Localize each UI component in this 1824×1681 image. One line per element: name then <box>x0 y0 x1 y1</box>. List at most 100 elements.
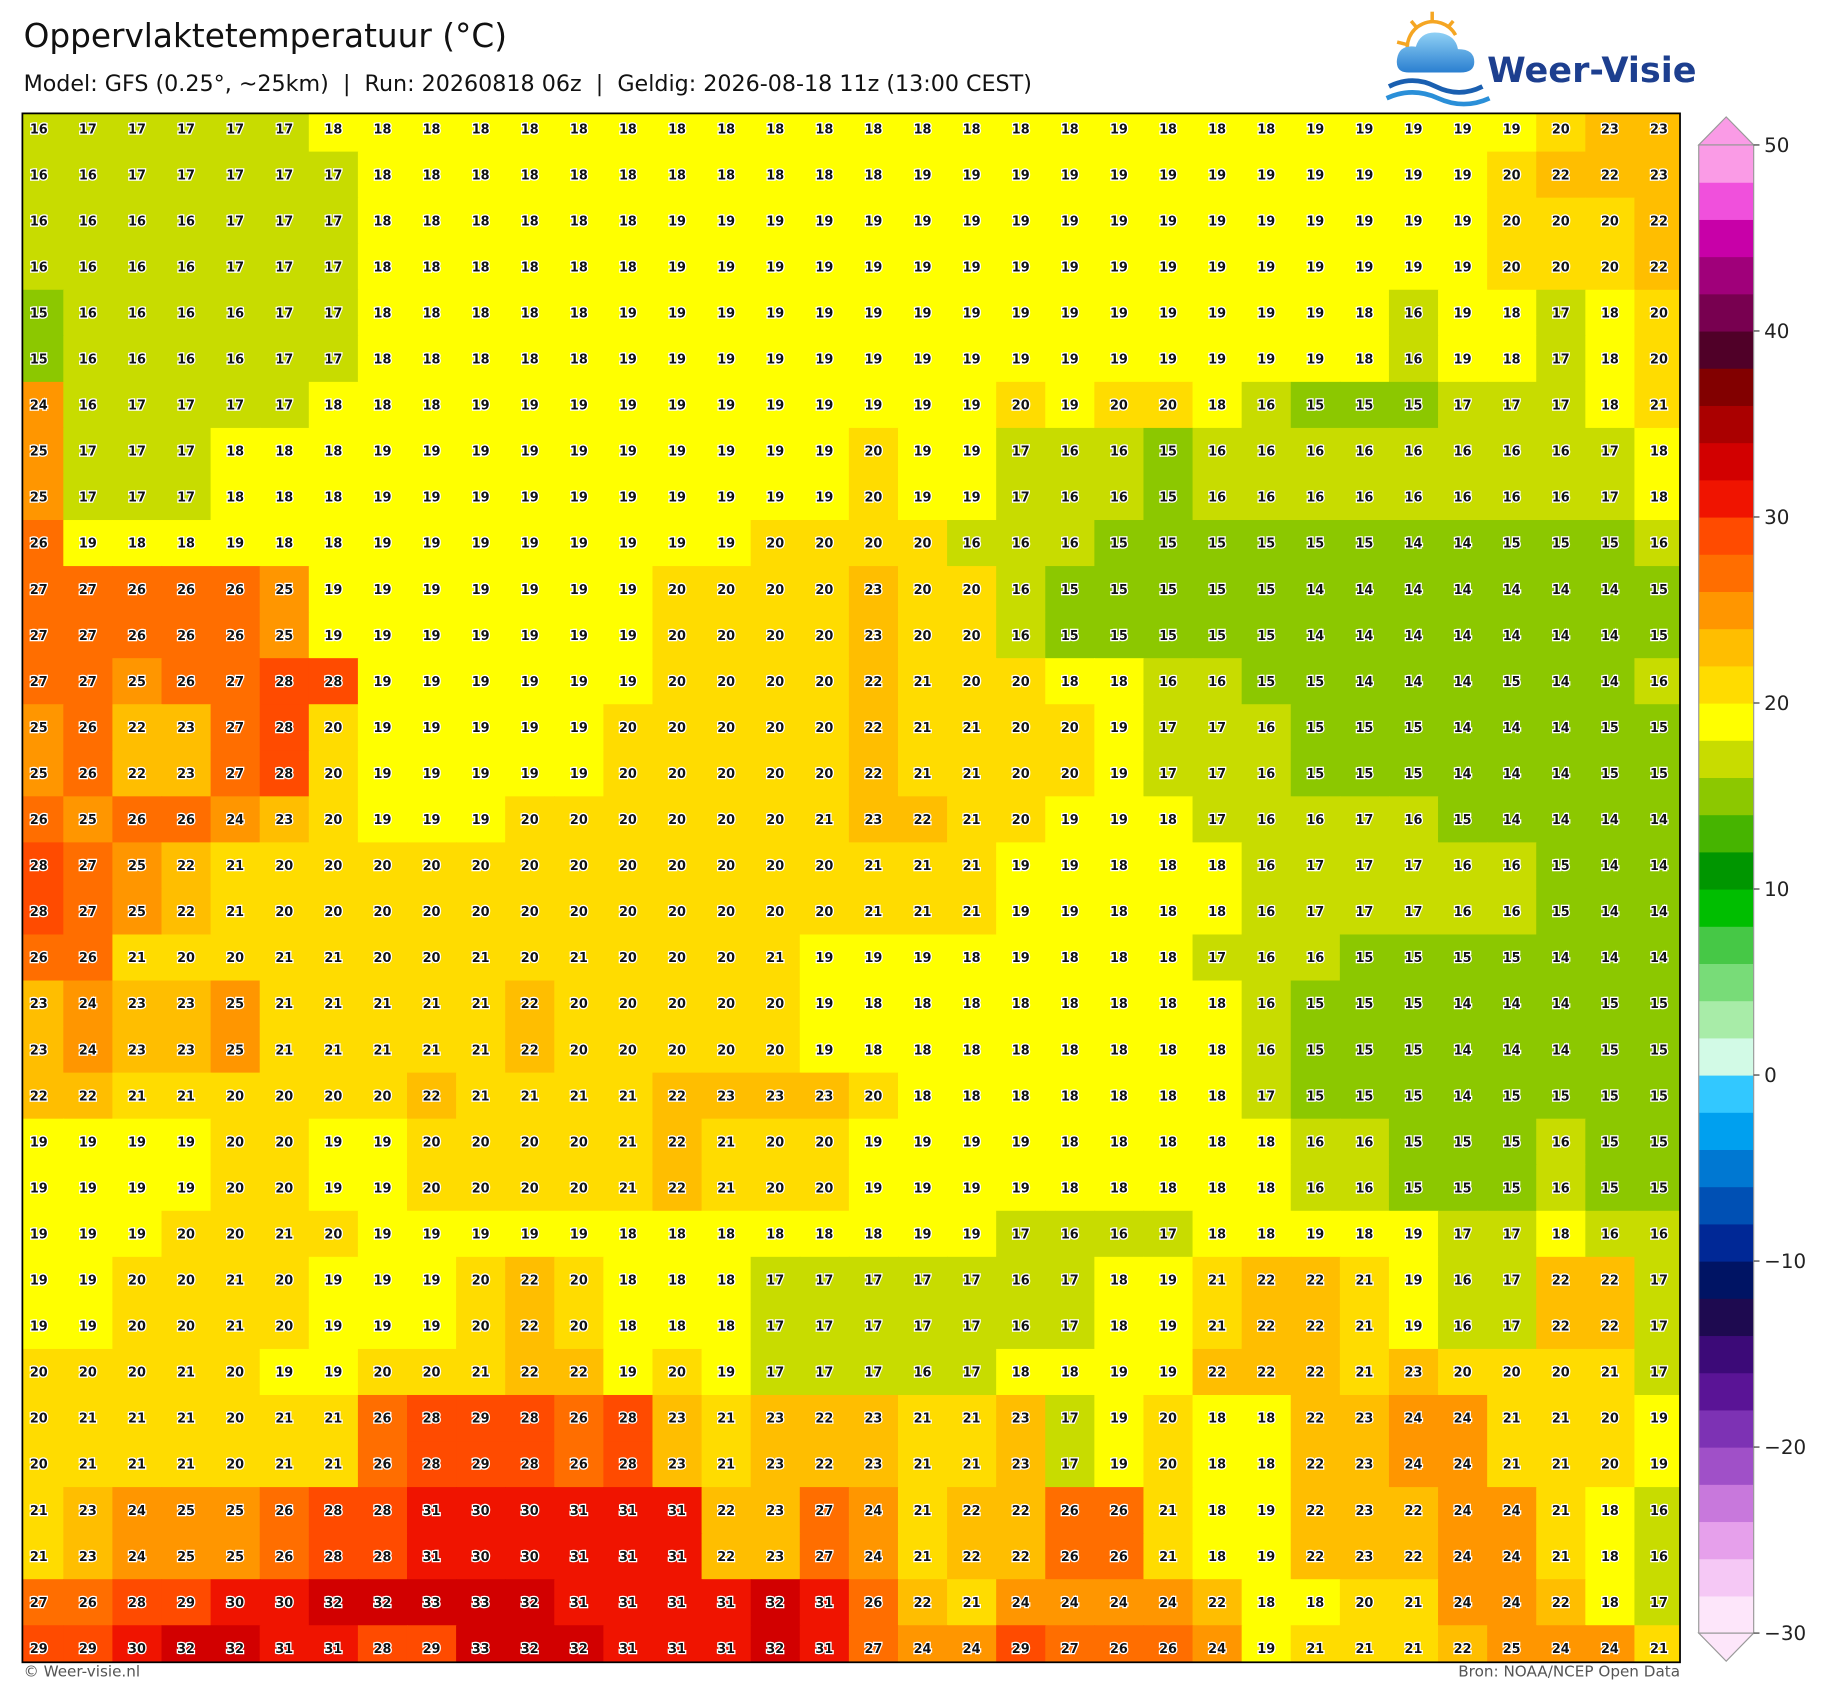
temperature-label: 15 <box>1355 997 1373 1012</box>
temperature-label: 18 <box>668 1320 686 1335</box>
temperature-cell <box>1438 1026 1488 1074</box>
temperature-label: 31 <box>423 1550 441 1565</box>
temperature-cell <box>406 1210 457 1258</box>
temperature-label: 17 <box>1208 721 1226 736</box>
temperature-label: 18 <box>766 1227 784 1242</box>
temperature-label: 18 <box>1208 1089 1226 1104</box>
temperature-label: 14 <box>1454 1089 1472 1104</box>
temperature-label: 18 <box>275 537 293 552</box>
temperature-cell <box>406 520 457 567</box>
temperature-cell <box>63 1256 114 1304</box>
temperature-label: 17 <box>275 168 293 183</box>
temperature-cell <box>1094 427 1145 475</box>
temperature-label: 17 <box>1208 767 1226 782</box>
temperature-cell <box>1290 658 1341 705</box>
temperature-label: 19 <box>717 353 735 368</box>
temperature-label: 20 <box>717 1043 735 1058</box>
temperature-label: 17 <box>1061 1320 1079 1335</box>
temperature-label: 17 <box>128 445 146 460</box>
temperature-label: 31 <box>619 1550 637 1565</box>
temperature-cell <box>1388 888 1439 936</box>
temperature-label: 20 <box>717 997 735 1012</box>
temperature-label: 18 <box>521 353 539 368</box>
temperature-label: 21 <box>423 997 441 1012</box>
temperature-cell <box>259 473 310 521</box>
temperature-cell <box>1143 289 1194 337</box>
temperature-label: 21 <box>374 1043 392 1058</box>
temperature-cell <box>1094 1026 1145 1074</box>
temperature-cell <box>259 704 310 751</box>
temperature-cell <box>1388 934 1439 982</box>
temperature-label: 16 <box>1454 905 1472 920</box>
temperature-label: 20 <box>717 859 735 874</box>
temperature-label: 32 <box>766 1596 784 1611</box>
temperature-label: 26 <box>570 1412 588 1427</box>
temperature-label: 24 <box>1012 1596 1030 1611</box>
temperature-label: 21 <box>963 1458 981 1473</box>
temperature-cell <box>750 381 801 429</box>
temperature-cell <box>554 1072 605 1120</box>
temperature-label: 18 <box>374 353 392 368</box>
temperature-cell <box>1241 1026 1292 1074</box>
temperature-cell <box>63 1072 114 1120</box>
temperature-label: 19 <box>619 675 637 690</box>
temperature-label: 24 <box>226 813 244 828</box>
temperature-label: 19 <box>79 1181 97 1196</box>
temperature-cell <box>1634 980 1681 1028</box>
temperature-label: 27 <box>30 583 48 598</box>
temperature-cell <box>63 1026 114 1074</box>
temperature-cell <box>210 520 261 567</box>
temperature-cell <box>505 934 555 982</box>
temperature-label: 18 <box>914 1043 932 1058</box>
temperature-cell <box>1045 750 1096 798</box>
temperature-label: 18 <box>1208 1458 1226 1473</box>
temperature-label: 18 <box>1061 1181 1079 1196</box>
temperature-label: 17 <box>1208 951 1226 966</box>
temperature-label: 18 <box>668 122 686 137</box>
temperature-cell <box>22 842 65 890</box>
temperature-label: 18 <box>1159 1043 1177 1058</box>
temperature-cell <box>1290 612 1341 659</box>
temperature-label: 21 <box>717 1135 735 1150</box>
temperature-label: 20 <box>766 537 784 552</box>
temperature-cell <box>63 427 114 475</box>
temperature-cell <box>1094 1118 1145 1166</box>
temperature-label: 15 <box>1061 629 1079 644</box>
temperature-label: 17 <box>226 260 244 275</box>
temperature-label: 29 <box>472 1412 490 1427</box>
temperature-label: 21 <box>914 905 932 920</box>
temperature-cell <box>456 1072 506 1120</box>
temperature-label: 28 <box>423 1412 441 1427</box>
temperature-cell <box>652 427 703 475</box>
temperature-label: 19 <box>79 1135 97 1150</box>
temperature-cell <box>1585 980 1636 1028</box>
temperature-label: 19 <box>815 445 833 460</box>
temperature-cell <box>1388 1164 1439 1212</box>
temperature-label: 21 <box>619 1089 637 1104</box>
temperature-label: 18 <box>864 168 882 183</box>
temperature-label: 25 <box>128 675 146 690</box>
temperature-cell <box>357 796 408 844</box>
temperature-cell <box>947 796 997 844</box>
temperature-label: 19 <box>1208 353 1226 368</box>
temperature-label: 19 <box>374 1135 392 1150</box>
temperature-cell <box>1192 1164 1243 1212</box>
temperature-label: 19 <box>963 399 981 414</box>
temperature-cell <box>652 335 703 383</box>
temperature-cell <box>603 151 654 199</box>
temperature-cell <box>652 1164 703 1212</box>
temperature-label: 19 <box>1454 214 1472 229</box>
temperature-cell <box>652 842 703 890</box>
temperature-label: 20 <box>521 1135 539 1150</box>
temperature-label: 18 <box>1208 1135 1226 1150</box>
temperature-cell <box>1045 980 1096 1028</box>
temperature-cell <box>1634 796 1681 844</box>
temperature-label: 19 <box>1110 813 1128 828</box>
temperature-label: 20 <box>374 1089 392 1104</box>
temperature-label: 19 <box>374 445 392 460</box>
temperature-cell <box>750 335 801 383</box>
temperature-label: 16 <box>79 260 97 275</box>
temperature-cell <box>22 381 65 429</box>
temperature-label: 20 <box>1159 1412 1177 1427</box>
temperature-label: 20 <box>963 629 981 644</box>
